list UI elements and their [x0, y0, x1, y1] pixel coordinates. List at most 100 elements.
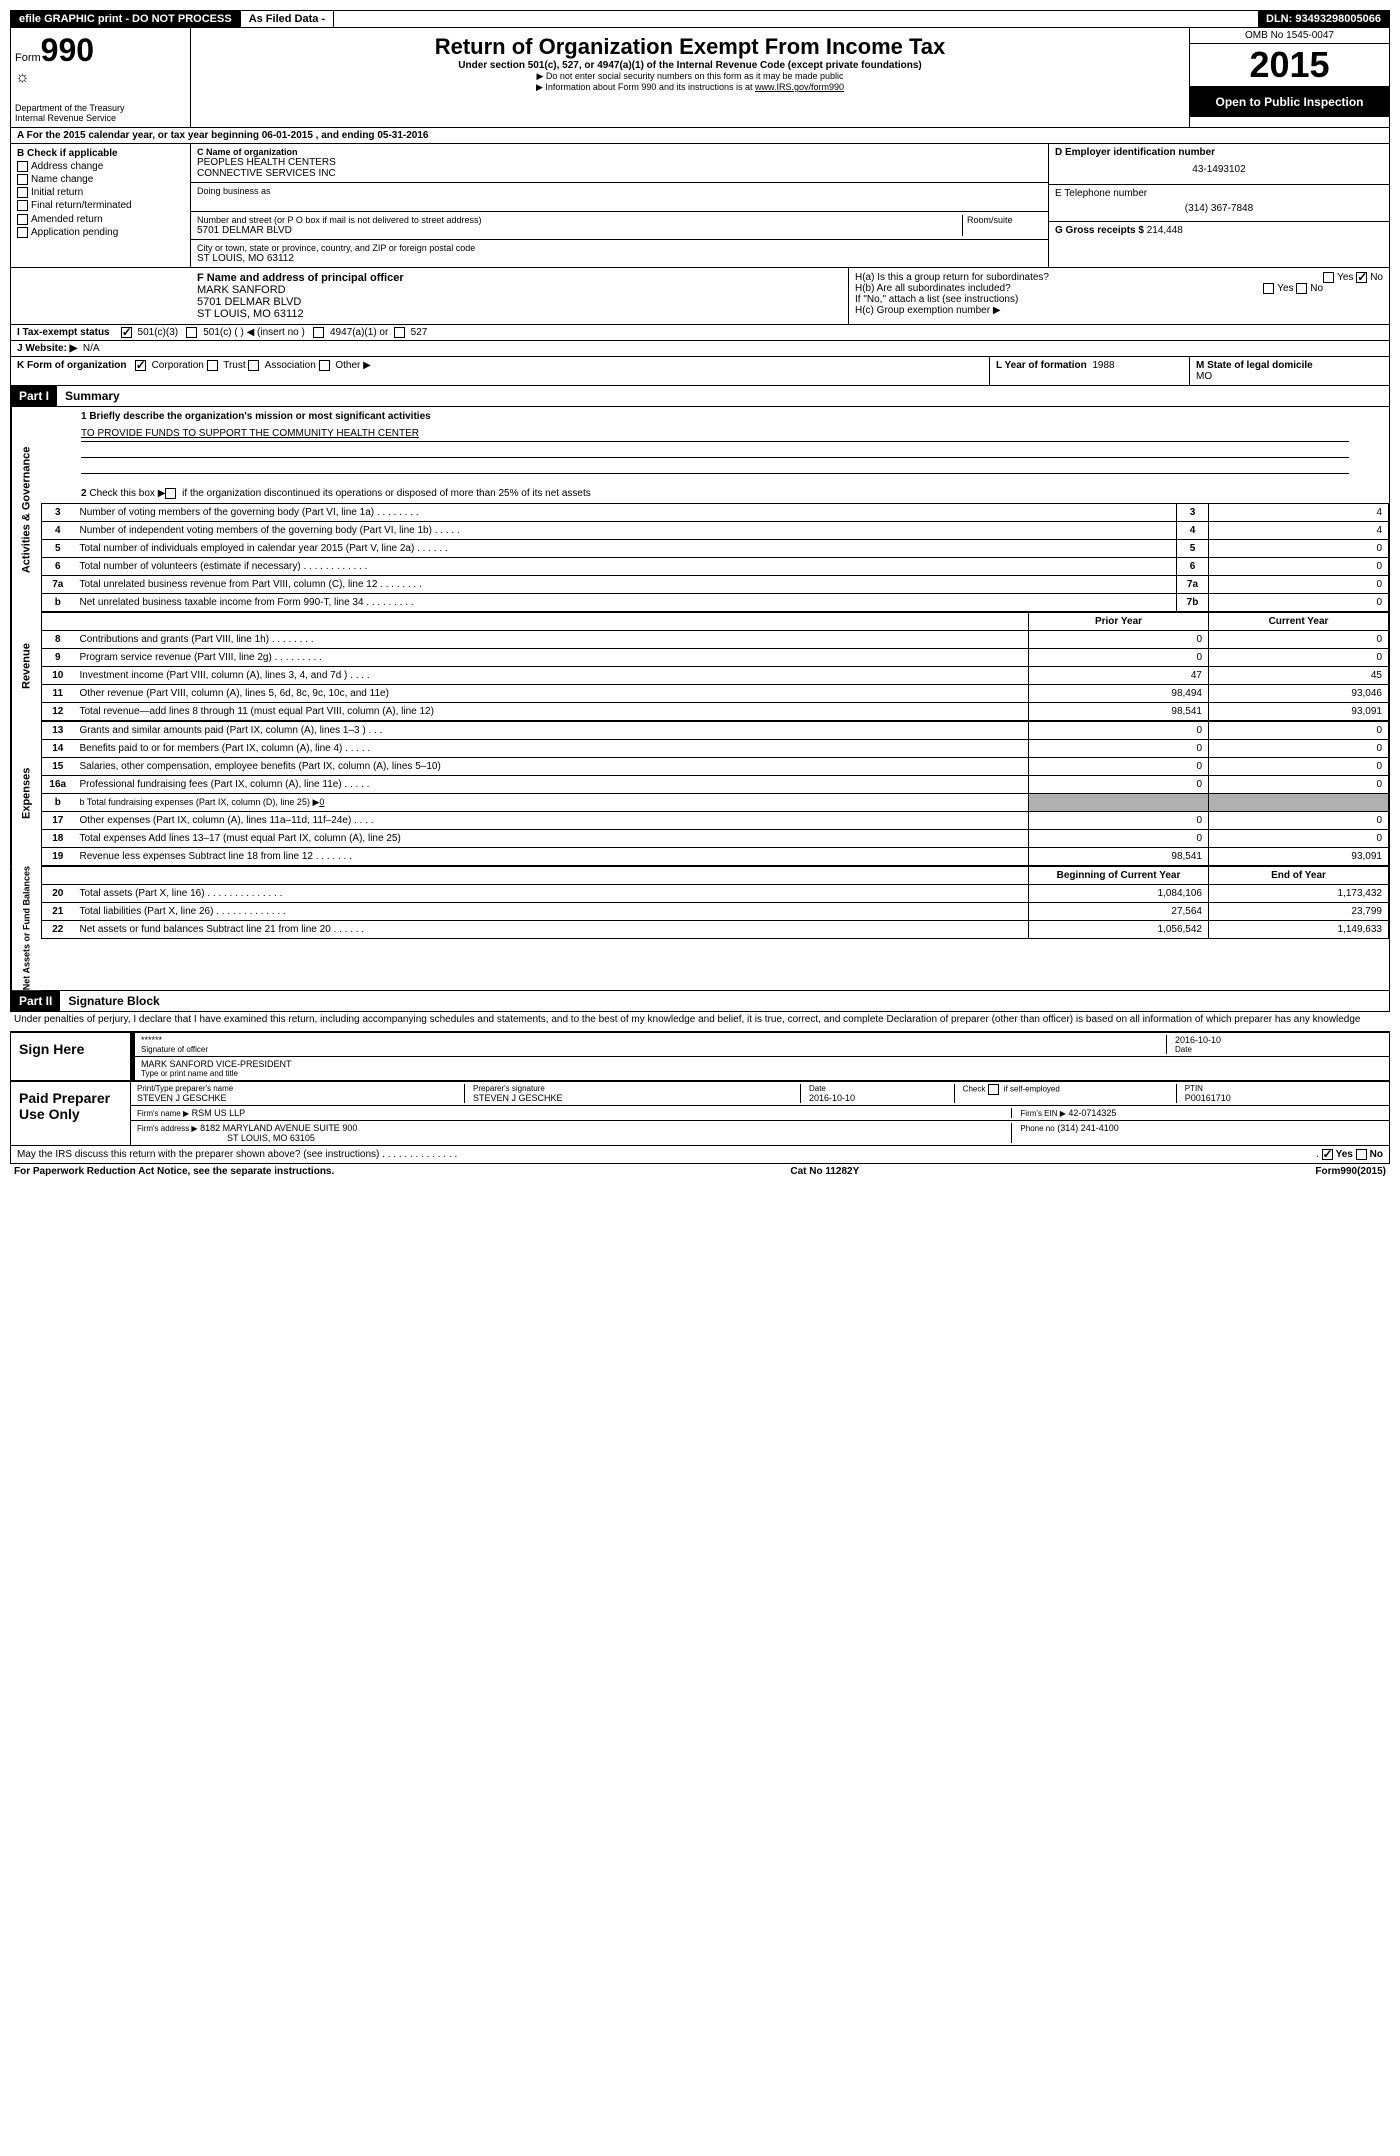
table-row: 13 Grants and similar amounts paid (Part…: [42, 722, 1389, 740]
table-row: 21 Total liabilities (Part X, line 26) .…: [42, 903, 1389, 921]
prep-date-label: Date: [809, 1084, 946, 1093]
hb-yes-check[interactable]: [1263, 283, 1274, 294]
self-emp-check[interactable]: [988, 1084, 999, 1095]
app-pending-check[interactable]: Application pending: [17, 227, 184, 238]
prior-cell: 98,541: [1029, 848, 1209, 866]
501c3-check[interactable]: [121, 327, 132, 338]
efile-label: efile GRAPHIC print - DO NOT PROCESS: [11, 11, 241, 27]
amended-check[interactable]: Amended return: [17, 214, 184, 225]
current-cell: 0: [1209, 740, 1389, 758]
line-desc: Total revenue—add lines 8 through 11 (mu…: [74, 703, 1029, 721]
table-row: 6 Total number of volunteers (estimate i…: [42, 558, 1389, 576]
line-desc: Total liabilities (Part X, line 26) . . …: [74, 903, 1029, 921]
table-row: 19 Revenue less expenses Subtract line 1…: [42, 848, 1389, 866]
fh-row: F Name and address of principal officer …: [10, 268, 1390, 325]
4947-check[interactable]: [313, 327, 324, 338]
line-desc: Salaries, other compensation, employee b…: [74, 758, 1029, 776]
box-num: 3: [1177, 504, 1209, 522]
box-num: 5: [1177, 540, 1209, 558]
current-cell: 93,091: [1209, 703, 1389, 721]
discuss-no-check[interactable]: [1356, 1149, 1367, 1160]
ha-no-check[interactable]: [1356, 272, 1367, 283]
end-year-head: End of Year: [1209, 867, 1389, 885]
initial-return-check[interactable]: Initial return: [17, 187, 184, 198]
part-1-header: Part I Summary: [10, 386, 1390, 407]
sign-right: ****** Signature of officer 2016-10-10 D…: [131, 1033, 1389, 1080]
j-label: J Website: ▶: [17, 343, 77, 354]
g-label: G Gross receipts $: [1055, 225, 1144, 236]
shaded-cell: [1209, 794, 1389, 812]
table-row: b Net unrelated business taxable income …: [42, 594, 1389, 612]
prior-cell: 0: [1029, 776, 1209, 794]
line-num: 7a: [42, 576, 74, 594]
527-check[interactable]: [394, 327, 405, 338]
current-cell: 0: [1209, 758, 1389, 776]
line-desc: Professional fundraising fees (Part IX, …: [74, 776, 1029, 794]
discontinued-check[interactable]: [165, 488, 176, 499]
prior-cell: 0: [1029, 812, 1209, 830]
line-num: 22: [42, 921, 74, 939]
phone-value: (314) 367-7848: [1055, 199, 1383, 218]
line-desc: Number of voting members of the governin…: [74, 504, 1177, 522]
line-num: b: [42, 594, 74, 612]
rev-side-label: Revenue: [11, 612, 41, 721]
irs-link[interactable]: www.IRS.gov/form990: [755, 82, 844, 92]
addr-change-check[interactable]: Address change: [17, 161, 184, 172]
mission-blank-2: [81, 460, 1349, 474]
l-label: L Year of formation: [996, 360, 1087, 371]
footer-right: Form990(2015): [1315, 1166, 1386, 1177]
rev-content: Prior Year Current Year8 Contributions a…: [41, 612, 1389, 721]
table-row: 18 Total expenses Add lines 13–17 (must …: [42, 830, 1389, 848]
line-num: 14: [42, 740, 74, 758]
line-desc: Investment income (Part VIII, column (A)…: [74, 667, 1029, 685]
bcd-row: B Check if applicable Address change Nam…: [10, 144, 1390, 268]
gross-receipts-block: G Gross receipts $ 214,448: [1049, 222, 1389, 239]
corp-check[interactable]: [135, 360, 146, 371]
table-row: 7a Total unrelated business revenue from…: [42, 576, 1389, 594]
line-desc: Total number of volunteers (estimate if …: [74, 558, 1177, 576]
dba-block: Doing business as: [191, 183, 1048, 212]
table-row: 8 Contributions and grants (Part VIII, l…: [42, 631, 1389, 649]
section-c: C Name of organization PEOPLES HEALTH CE…: [191, 144, 1049, 267]
line-a-row: A For the 2015 calendar year, or tax yea…: [10, 128, 1390, 144]
section-i-row: I Tax-exempt status 501(c)(3) 501(c) ( )…: [10, 325, 1390, 341]
table-row: 4 Number of independent voting members o…: [42, 522, 1389, 540]
street-label: Number and street (or P O box if mail is…: [197, 215, 962, 225]
line-desc: Benefits paid to or for members (Part IX…: [74, 740, 1029, 758]
form-990: 990: [41, 32, 94, 68]
table-row: 16a Professional fundraising fees (Part …: [42, 776, 1389, 794]
dln-value: 93493298005066: [1295, 13, 1381, 25]
app-pending-label: Application pending: [31, 227, 118, 238]
omb-number: OMB No 1545-0047: [1190, 28, 1389, 44]
prior-year-head: Prior Year: [1029, 613, 1209, 631]
header-left: Form990 ☼ Department of the Treasury Int…: [11, 28, 191, 127]
hb-no-check[interactable]: [1296, 283, 1307, 294]
assoc-check[interactable]: [248, 360, 259, 371]
org-name-2: CONNECTIVE SERVICES INC: [197, 168, 1042, 179]
final-label: Final return/terminated: [31, 201, 132, 212]
name-change-check[interactable]: Name change: [17, 174, 184, 185]
klm-row: K Form of organization Corporation Trust…: [10, 357, 1390, 386]
header-center: Return of Organization Exempt From Incom…: [191, 28, 1189, 127]
sign-here-label: Sign Here: [11, 1033, 131, 1080]
line-num: 9: [42, 649, 74, 667]
org-name-block: C Name of organization PEOPLES HEALTH CE…: [191, 144, 1048, 183]
discuss-yes-check[interactable]: [1322, 1149, 1333, 1160]
table-row: 20 Total assets (Part X, line 16) . . . …: [42, 885, 1389, 903]
line-desc: Grants and similar amounts paid (Part IX…: [74, 722, 1029, 740]
ha-yes-check[interactable]: [1323, 272, 1334, 283]
value-cell: 0: [1209, 576, 1389, 594]
final-return-check[interactable]: Final return/terminated: [17, 200, 184, 211]
table-row: 12 Total revenue—add lines 8 through 11 …: [42, 703, 1389, 721]
section-deg: D Employer identification number 43-1493…: [1049, 144, 1389, 267]
line-num: 20: [42, 885, 74, 903]
other-check[interactable]: [319, 360, 330, 371]
trust-check[interactable]: [207, 360, 218, 371]
table-header-row: Prior Year Current Year: [42, 613, 1389, 631]
no-label: No: [1370, 272, 1383, 283]
501c-check[interactable]: [186, 327, 197, 338]
exp-side-label: Expenses: [11, 721, 41, 866]
501c3-label: 501(c)(3): [138, 327, 179, 338]
officer-addr1: 5701 DELMAR BLVD: [197, 296, 842, 308]
527-label: 527: [411, 327, 428, 338]
